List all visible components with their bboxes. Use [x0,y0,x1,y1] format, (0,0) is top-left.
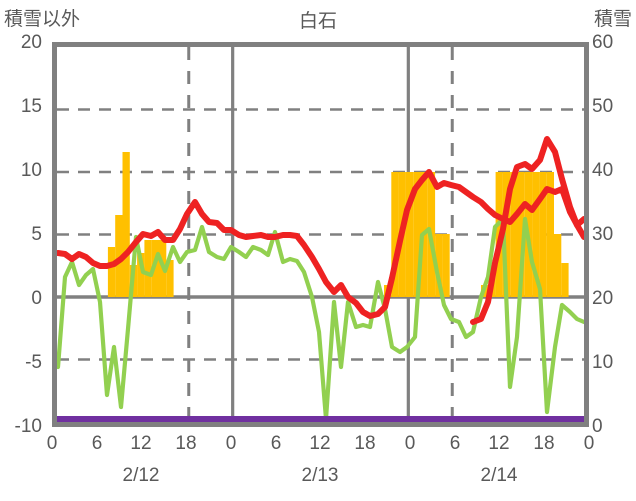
x-tick-10: 12 [488,433,510,454]
y-tick-right-4: 20 [592,288,614,309]
x-tick-2: 12 [130,433,152,454]
x-tick-9: 6 [449,433,461,454]
y-tick-left-4: 0 [31,288,42,309]
y-tick-right-1: 50 [592,96,614,117]
y-tick-right-3: 30 [592,224,614,245]
x-tick-7: 18 [354,433,376,454]
left-axis-title: 積雪以外 [4,9,81,30]
chart-svg [57,47,584,422]
right-axis-title: 積雪 [593,9,632,30]
y-tick-left-1: 15 [20,96,42,117]
x-tick-6: 12 [309,433,331,454]
x-day-label-0: 2/12 [122,465,160,486]
x-tick-5: 6 [270,433,282,454]
x-tick-8: 0 [404,433,416,454]
x-tick-12: 0 [583,433,595,454]
y-tick-left-6: -10 [14,416,42,437]
y-tick-right-2: 40 [592,160,614,181]
x-tick-1: 6 [91,433,103,454]
y-tick-right-0: 60 [592,32,614,53]
chart-title: 白石 [298,11,337,32]
x-day-label-2: 2/14 [480,465,518,486]
temperature-line [57,169,584,319]
temperature-line-peak [470,136,584,325]
plot-area [52,42,589,427]
y-tick-left-3: 5 [31,224,42,245]
x-day-label-1: 2/13 [301,465,339,486]
y-tick-right-5: 10 [592,352,614,373]
x-tick-0: 0 [46,433,58,454]
y-tick-left-5: -5 [25,352,42,373]
plot-inner [57,47,584,422]
y-tick-right-6: 0 [592,416,603,437]
y-tick-left-2: 10 [20,160,42,181]
y-tick-left-0: 20 [20,32,42,53]
humidity-line [57,216,584,422]
grid-vertical [187,47,454,422]
x-tick-3: 18 [175,433,197,454]
x-tick-4: 0 [225,433,237,454]
x-tick-11: 18 [533,433,555,454]
